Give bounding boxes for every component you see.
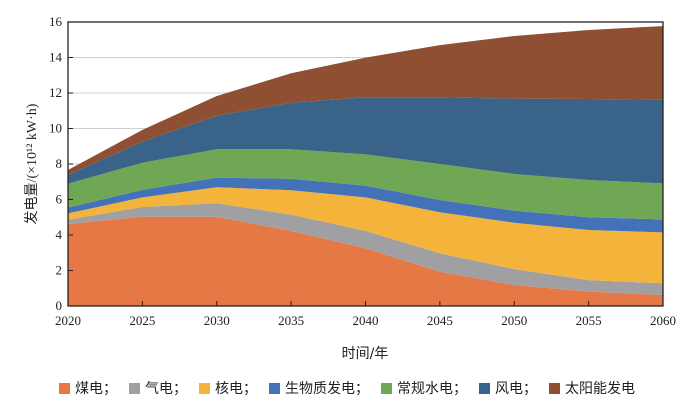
y-tick-label: 0 xyxy=(56,298,63,313)
area-series-3 xyxy=(68,177,663,233)
area-series-4 xyxy=(68,149,663,220)
area-series-2 xyxy=(68,187,663,284)
legend-swatch xyxy=(59,382,70,394)
legend-swatch xyxy=(129,382,140,394)
y-tick-label: 4 xyxy=(56,227,63,242)
area-series-1 xyxy=(68,203,663,295)
legend-item: 常规水电； xyxy=(381,378,467,398)
legend-label: 常规水电； xyxy=(397,381,467,397)
legend-label: 煤电； xyxy=(75,381,117,397)
legend-swatch xyxy=(381,382,392,394)
area-series-5 xyxy=(68,97,663,184)
y-tick-label: 16 xyxy=(49,14,63,29)
x-tick-label: 2055 xyxy=(576,313,602,328)
legend-label: 生物质发电； xyxy=(285,381,369,397)
x-tick-label: 2060 xyxy=(650,313,676,328)
x-tick-label: 2025 xyxy=(129,313,155,328)
x-tick-label: 2030 xyxy=(204,313,230,328)
y-tick-label: 10 xyxy=(49,121,62,136)
y-tick-label: 6 xyxy=(56,192,63,207)
legend-item: 太阳能发电 xyxy=(549,378,635,398)
x-tick-label: 2035 xyxy=(278,313,304,328)
legend-item: 气电； xyxy=(129,378,187,398)
legend-swatch xyxy=(269,382,280,394)
legend-label: 核电； xyxy=(215,381,257,397)
legend-label: 风电； xyxy=(495,381,537,397)
y-tick-label: 12 xyxy=(49,85,62,100)
x-tick-label: 2020 xyxy=(55,313,81,328)
legend-item: 核电； xyxy=(199,378,257,398)
legend-item: 生物质发电； xyxy=(269,378,369,398)
y-tick-label: 2 xyxy=(56,263,63,278)
x-tick-label: 2045 xyxy=(427,313,453,328)
legend-item: 风电； xyxy=(479,378,537,398)
legend-label: 太阳能发电 xyxy=(565,381,635,397)
legend-swatch xyxy=(199,382,210,394)
y-tick-label: 8 xyxy=(56,156,63,171)
y-tick-label: 14 xyxy=(49,50,63,65)
area-series-6 xyxy=(68,26,663,176)
y-axis-label: 发电量/(×10¹² kW·h) xyxy=(24,103,40,224)
x-axis-label: 时间/年 xyxy=(342,346,389,362)
legend-item: 煤电； xyxy=(59,378,117,398)
legend: 煤电； 气电； 核电； 生物质发电； 常规水电； 风电； 太阳能发电 xyxy=(0,378,694,398)
legend-swatch xyxy=(479,382,490,394)
area-series-0 xyxy=(68,216,663,306)
x-tick-label: 2040 xyxy=(353,313,379,328)
x-tick-label: 2050 xyxy=(501,313,527,328)
legend-label: 气电； xyxy=(145,381,187,397)
legend-swatch xyxy=(549,382,560,394)
